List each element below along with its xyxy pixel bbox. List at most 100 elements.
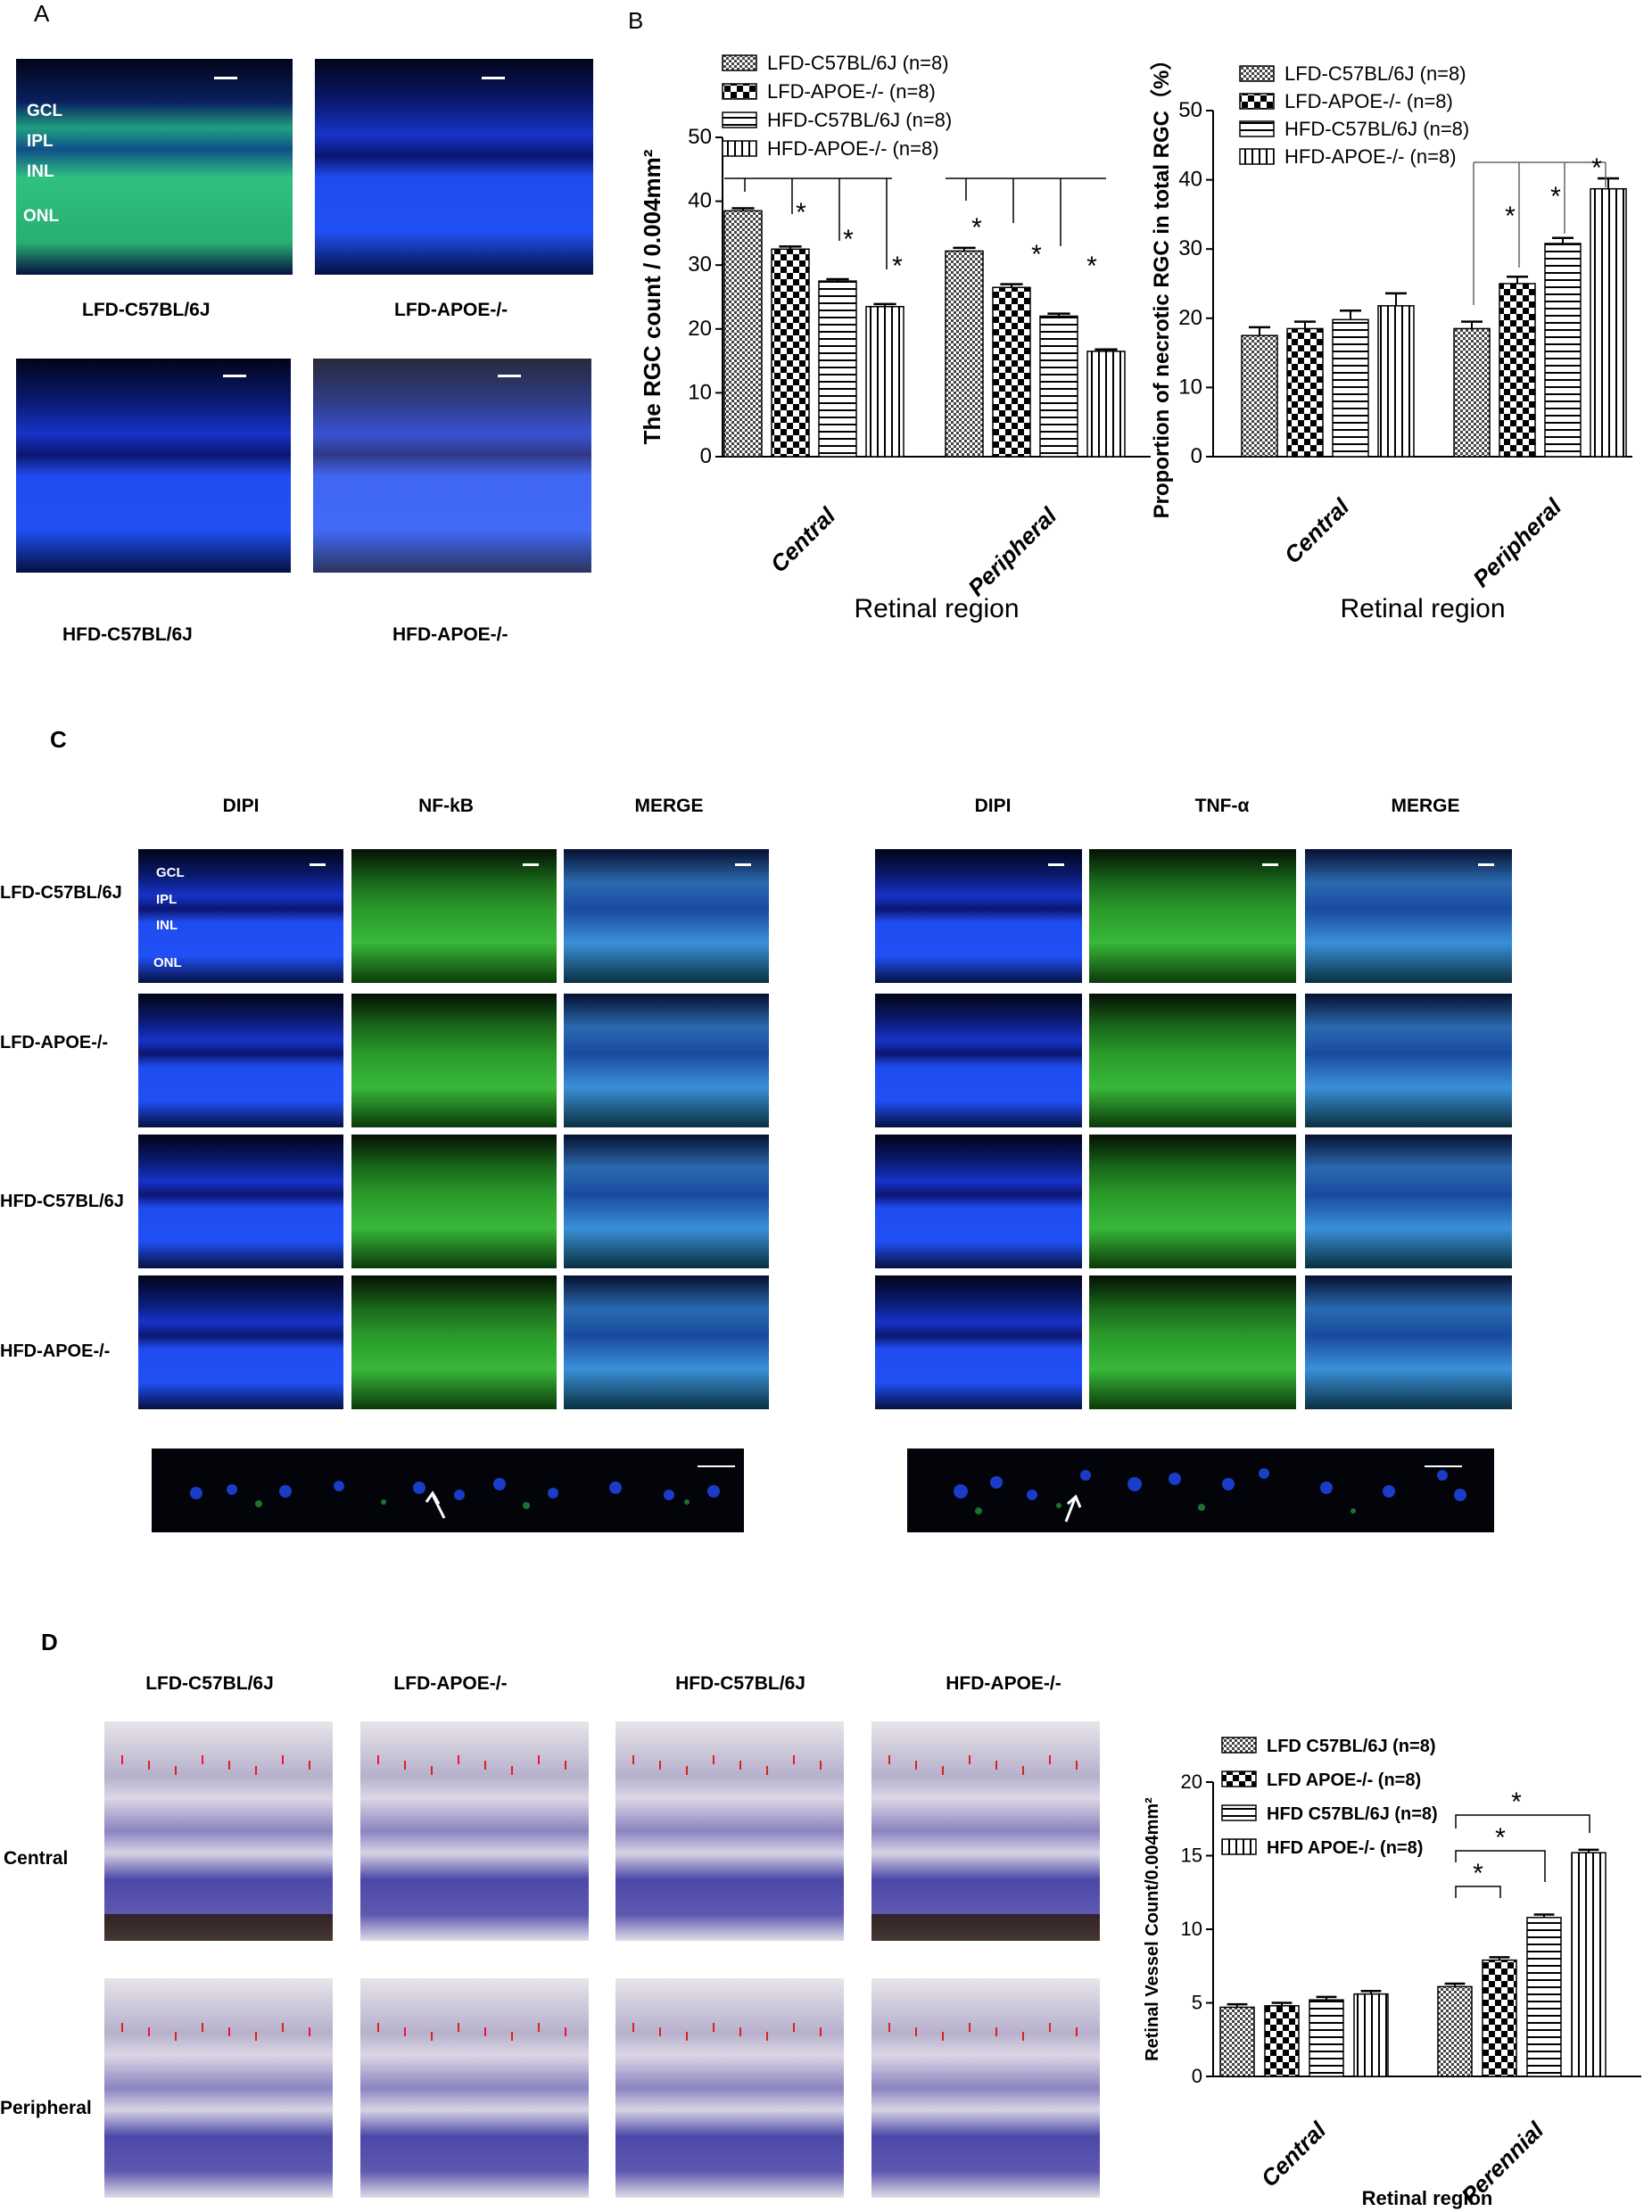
layer-label-gcl: GCL — [27, 102, 63, 120]
bar — [1482, 1959, 1517, 2077]
category-label: Central — [765, 501, 841, 577]
scale-bar — [523, 863, 539, 866]
histology-image — [104, 1978, 333, 2198]
y-tick-label: 5 — [1192, 1992, 1202, 2014]
y-tick-label: 15 — [1181, 1845, 1202, 1867]
column-label: NF-kB — [418, 796, 474, 816]
layer-label-inl: INL — [156, 918, 178, 933]
bar — [818, 280, 857, 458]
y-tick-label: 30 — [1178, 236, 1202, 260]
scale-bar — [223, 375, 246, 377]
y-tick-label: 40 — [688, 189, 712, 213]
histology-image — [871, 1978, 1100, 2198]
layer-label-onl: ONL — [153, 955, 182, 970]
micrograph-c — [875, 994, 1082, 1127]
micrograph-c — [564, 1275, 769, 1409]
micrograph-c — [138, 1135, 343, 1268]
legend-swatch — [1221, 1804, 1257, 1821]
row-label: Peripheral — [0, 2098, 92, 2118]
legend-swatch — [1221, 1838, 1257, 1855]
pigment-layer — [871, 1914, 1100, 1941]
bar — [1309, 1999, 1344, 2077]
micrograph-fill — [1089, 1275, 1296, 1409]
row-label: LFD-APOE-/- — [0, 1033, 109, 1052]
column-label: LFD-APOE-/- — [393, 1673, 508, 1694]
group-label: LFD-APOE-/- — [394, 300, 508, 320]
bar — [1499, 283, 1536, 458]
y-tick-label: 50 — [1178, 98, 1202, 122]
micrograph-fill — [875, 994, 1082, 1127]
micrograph-c — [564, 1135, 769, 1268]
micrograph-fill — [875, 1275, 1082, 1409]
column-label: LFD-C57BL/6J — [145, 1673, 274, 1694]
bar — [1571, 1852, 1607, 2077]
histology-fill — [104, 1721, 333, 1941]
histology-image — [615, 1978, 844, 2198]
legend-label: LFD-C57BL/6J (n=8) — [767, 52, 949, 74]
row-label: LFD-C57BL/6J — [0, 883, 122, 903]
bar — [1039, 315, 1078, 458]
column-label: DIPI — [974, 796, 1012, 816]
micrograph-fill — [875, 849, 1082, 983]
bar — [1377, 305, 1415, 458]
legend-label: LFD APOE-/- (n=8) — [1267, 1770, 1421, 1790]
micrograph-c — [875, 1135, 1082, 1268]
row-label: Central — [4, 1848, 69, 1869]
significance-star: * — [971, 213, 982, 243]
micrograph-c — [1305, 1135, 1512, 1268]
group-label: HFD-C57BL/6J — [62, 624, 193, 645]
group-label: HFD-APOE-/- — [392, 624, 508, 645]
micrograph-c — [875, 849, 1082, 983]
legend-swatch — [1239, 148, 1275, 165]
row-label: HFD-APOE-/- — [0, 1341, 111, 1361]
micrograph-fill — [351, 1275, 557, 1409]
bar — [1264, 2005, 1300, 2077]
micrograph-c — [1089, 1135, 1296, 1268]
bar — [1437, 1985, 1473, 2077]
histology-image — [615, 1721, 844, 1941]
legend-label: HFD APOE-/- (n=8) — [1267, 1838, 1423, 1858]
category-label: Central — [1279, 492, 1355, 568]
significance-bracket — [1455, 1886, 1501, 1898]
chart-rgc-count: 0 10 20 30 40 50 The RGC count / 0.004mm² Retin… — [639, 52, 1151, 623]
micrograph-fill — [1089, 1135, 1296, 1268]
micrograph-c — [138, 1275, 343, 1409]
y-tick-label: 20 — [1181, 1770, 1202, 1793]
x-axis-label: Retinal region — [1340, 594, 1505, 623]
micrograph-c — [351, 994, 557, 1127]
column-label: MERGE — [634, 796, 704, 816]
micrograph-c — [1089, 849, 1296, 983]
micrograph-c — [1089, 1275, 1296, 1409]
column-label: TNF-α — [1194, 796, 1250, 816]
histology-fill — [615, 1978, 844, 2198]
micrograph-fill — [564, 1275, 769, 1409]
y-axis-label: The RGC count / 0.004mm² — [639, 149, 665, 444]
column-label: DIPI — [222, 796, 260, 816]
bar — [945, 250, 984, 458]
x-axis-label: Retinal region — [1362, 2187, 1493, 2209]
micrograph-a-lfd-c57 — [16, 59, 293, 275]
histology-fill — [871, 1978, 1100, 2198]
legend-label: LFD-APOE-/- (n=8) — [767, 80, 936, 103]
legend-swatch — [722, 111, 757, 128]
significance-star: * — [1591, 153, 1602, 183]
y-tick-label: 0 — [1191, 444, 1202, 468]
micrograph-fill — [564, 849, 769, 983]
significance-bracket — [1455, 1814, 1590, 1833]
micrograph-fill — [1305, 1135, 1512, 1268]
micrograph-fill — [351, 849, 557, 983]
micrograph-fill — [1089, 849, 1296, 983]
legend-label: HFD C57BL/6J (n=8) — [1267, 1804, 1438, 1824]
micrograph-c — [564, 994, 769, 1127]
histology-fill — [360, 1721, 589, 1941]
bar — [1219, 2006, 1255, 2077]
layer-label-ipl: IPL — [27, 132, 54, 151]
scale-bar — [498, 375, 521, 377]
bar — [992, 286, 1031, 458]
micrograph-fill — [351, 994, 557, 1127]
significance-star: * — [1031, 240, 1042, 269]
legend-swatch — [1239, 65, 1275, 82]
histology-image — [360, 1721, 589, 1941]
bar — [1526, 1917, 1562, 2077]
